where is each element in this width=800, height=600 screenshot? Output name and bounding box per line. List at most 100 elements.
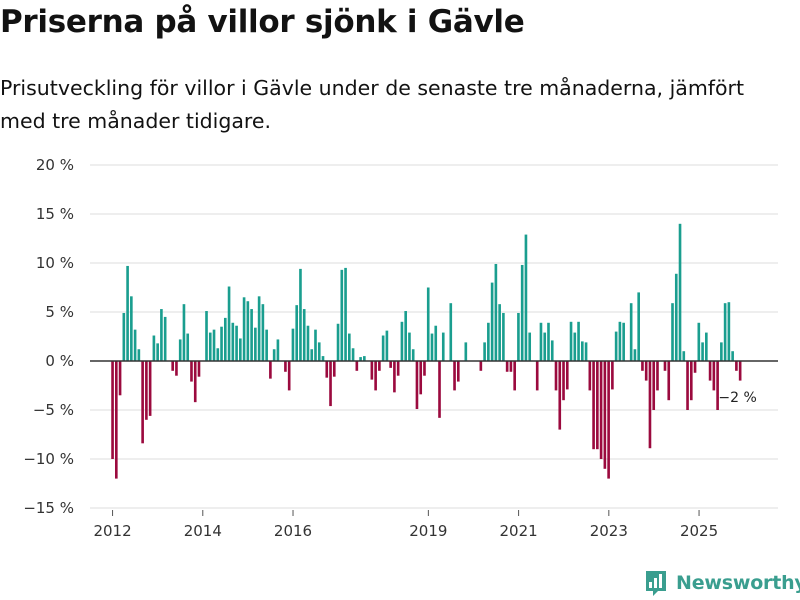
bar (611, 361, 614, 390)
bar (197, 361, 201, 377)
x-tick-label: 2025 (680, 522, 718, 540)
bar (284, 361, 287, 372)
brand-name: Newsworthy (676, 572, 800, 594)
bar (498, 304, 501, 361)
bar (513, 361, 516, 391)
bar (505, 361, 509, 372)
bar (644, 361, 648, 381)
bar (276, 339, 280, 361)
bar (133, 329, 137, 361)
bar (340, 269, 344, 361)
bar (712, 361, 716, 391)
y-tick-label: −15 % (23, 499, 74, 517)
bar (408, 332, 411, 361)
bar (118, 361, 122, 396)
bar (509, 361, 513, 372)
bar (175, 361, 178, 376)
bar (716, 361, 719, 410)
bar (577, 321, 580, 361)
bar (374, 361, 377, 391)
bar (689, 361, 693, 401)
bar (678, 223, 682, 361)
x-axis: 2012 2014 2016 2019 2021 2023 2025 (93, 510, 718, 540)
bar (573, 332, 577, 361)
bar (592, 361, 595, 450)
bar (265, 329, 268, 361)
bar (735, 361, 738, 371)
bar (231, 322, 235, 361)
bar (539, 322, 543, 361)
bar (400, 321, 404, 361)
bar (227, 286, 231, 361)
bar (351, 348, 355, 361)
y-tick-label: 0 % (45, 352, 74, 370)
bar (137, 349, 141, 361)
bar (156, 343, 159, 361)
bar (671, 303, 674, 361)
y-tick-label: −10 % (23, 450, 74, 468)
bar (641, 361, 644, 371)
bar (720, 342, 723, 361)
bar (321, 356, 325, 361)
bar (708, 361, 712, 381)
bar (449, 303, 453, 361)
bar (359, 357, 362, 361)
bar (220, 326, 223, 361)
bar (629, 303, 633, 361)
bar (272, 349, 276, 361)
bar (314, 329, 317, 361)
bar (637, 292, 641, 361)
bar (126, 265, 129, 361)
bar (674, 273, 678, 361)
bar (385, 330, 389, 361)
bar (205, 311, 208, 361)
bar (317, 342, 321, 361)
bar (569, 321, 573, 361)
bar (547, 322, 550, 361)
bar (438, 361, 441, 418)
bar (148, 361, 152, 416)
bar (299, 268, 302, 361)
y-tick-label: −5 % (33, 401, 74, 419)
bar (141, 361, 144, 444)
bar (389, 361, 392, 368)
bar (415, 361, 419, 410)
bar (419, 361, 423, 395)
bar (250, 309, 253, 361)
bar (588, 361, 592, 391)
bar (524, 234, 528, 361)
bar-series (111, 223, 742, 479)
bar (652, 361, 656, 410)
y-axis: −15 % −10 % −5 % 0 % 5 % 10 % 15 % 20 % (23, 156, 74, 517)
bar (332, 361, 336, 377)
bar (603, 361, 607, 469)
bar (682, 351, 686, 361)
bar (693, 361, 697, 373)
bar (614, 331, 618, 361)
bar (306, 325, 310, 361)
bar (344, 267, 347, 361)
bar (656, 361, 659, 391)
bar (347, 333, 351, 361)
x-tick-label: 2012 (93, 522, 131, 540)
bar (648, 361, 652, 449)
bar (115, 361, 118, 479)
bar (160, 309, 163, 361)
x-tick-label: 2019 (409, 522, 447, 540)
last-value-annotation: −2 % (718, 390, 756, 406)
bar (441, 332, 445, 361)
bar (239, 338, 242, 361)
bar (502, 312, 505, 361)
bar (163, 316, 167, 361)
bar (738, 361, 742, 381)
bar (302, 309, 306, 361)
bar-chart: −15 %−10 %−5 %0 %5 %10 %15 %20 % 2012 201… (23, 156, 778, 540)
bar (291, 328, 295, 361)
bar (246, 301, 250, 361)
bar (393, 361, 396, 393)
bar (490, 282, 494, 361)
bar (423, 361, 426, 376)
x-tick-label: 2014 (184, 522, 222, 540)
bar (697, 322, 701, 361)
bar (701, 342, 704, 361)
